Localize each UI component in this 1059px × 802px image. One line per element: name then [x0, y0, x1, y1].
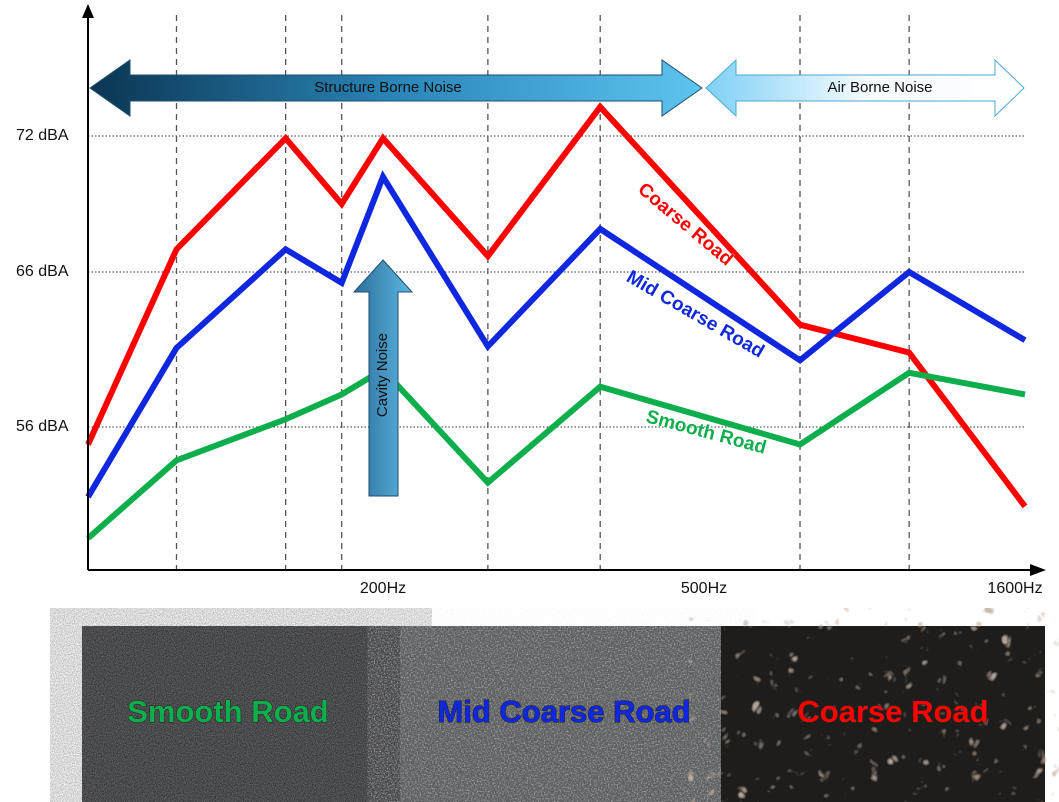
legend-entry: Smooth Road [127, 694, 329, 729]
y-tick-label: 56 dBA [16, 418, 69, 435]
series-line [85, 102, 1028, 509]
legend-entry: Mid Coarse Road [437, 694, 690, 729]
x-axis-arrow [1030, 564, 1046, 576]
coarse-road-texture [721, 626, 1045, 802]
cavity-arrow [352, 259, 414, 497]
mid-road-texture [400, 626, 721, 802]
series-label: Mid Coarse Road [623, 267, 768, 363]
legend-entry: Coarse Road [797, 694, 988, 729]
structure-label: Structure Borne Noise [314, 79, 462, 96]
smooth-road-texture [82, 626, 400, 802]
x-tick-label: 1600Hz [987, 580, 1042, 597]
y-axis-arrow [82, 4, 94, 18]
y-tick-label: 72 dBA [16, 127, 69, 144]
series-label: Coarse Road [634, 179, 737, 270]
x-tick-label: 200Hz [360, 580, 406, 597]
y-tick-label: 66 dBA [16, 263, 69, 280]
structure-arrow [89, 59, 703, 117]
cavity-label: Cavity Noise [374, 333, 391, 417]
air-arrow [705, 58, 1025, 118]
x-tick-label: 500Hz [681, 580, 727, 597]
series-line [86, 365, 1026, 541]
air-label: Air Borne Noise [827, 79, 932, 96]
series-line [85, 170, 1027, 499]
